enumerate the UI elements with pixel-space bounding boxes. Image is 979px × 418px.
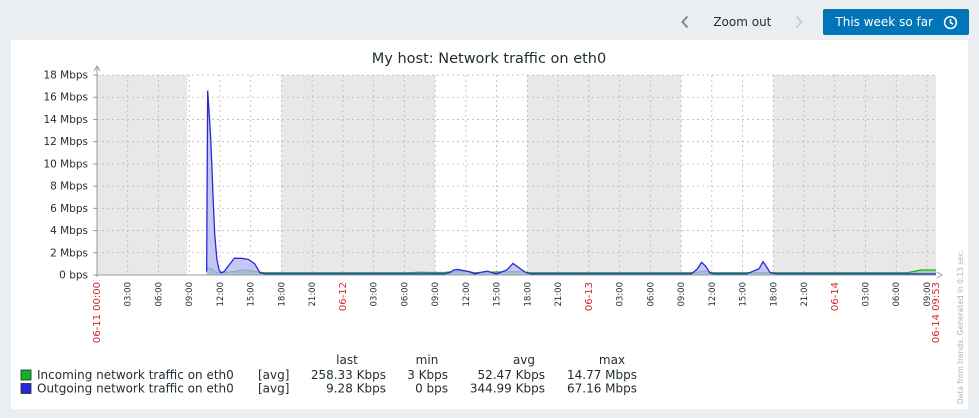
x-axis-labels: 06-11 00:00 03:00 06:00 09:00 12:00 15:00 18:0…: [92, 282, 942, 343]
x-tick-label: 21:00: [800, 282, 810, 307]
x-tick-label: 15:00: [247, 282, 257, 307]
previous-period-button[interactable]: [671, 9, 699, 35]
chevron-left-icon: [681, 15, 689, 29]
next-period-button[interactable]: [785, 9, 813, 35]
x-tick-label: 06-12: [338, 282, 349, 311]
network-traffic-graph[interactable]: My host: Network traffic on eth0 0 bps 2 …: [11, 40, 968, 409]
x-tick-label: 18:00: [769, 282, 779, 307]
legend-swatch: [20, 369, 32, 381]
x-tick-label: 18:00: [277, 282, 287, 307]
x-tick-label: 15:00: [493, 282, 503, 307]
x-tick-label: 12:00: [708, 282, 718, 307]
y-axis-labels: 0 bps 2 Mbps 4 Mbps 6 Mbps 8 Mbps 10 Mbps 12 M…: [43, 70, 88, 282]
x-tick-label: 06:00: [400, 282, 410, 307]
x-tick-label: 03:00: [616, 282, 626, 307]
legend-header: last: [336, 353, 358, 367]
time-toolbar: Zoom out This week so far: [671, 9, 969, 35]
chart-title: My host: Network traffic on eth0: [372, 51, 606, 67]
x-tick-label: 09:00: [677, 282, 687, 307]
axes: [93, 65, 943, 279]
x-tick-label: 03:00: [862, 282, 872, 307]
graph-panel: My host: Network traffic on eth0 0 bps 2 …: [11, 40, 968, 409]
night-bands: [97, 75, 936, 275]
time-period-label: This week so far: [835, 15, 933, 29]
night-band: [281, 75, 436, 275]
x-tick-label: 03:00: [124, 282, 134, 307]
x-tick-label: 09:00: [923, 282, 933, 307]
y-tick-label: 2 Mbps: [50, 247, 88, 259]
y-tick-label: 6 Mbps: [50, 203, 88, 215]
legend-header: avg: [513, 353, 535, 367]
x-tick-label: 18:00: [523, 282, 533, 307]
legend-value: 258.33 Kbps: [311, 368, 386, 382]
zoom-out-button[interactable]: Zoom out: [713, 15, 772, 29]
night-band: [527, 75, 682, 275]
legend-series-name: Outgoing network traffic on eth0: [37, 382, 234, 396]
x-tick-label: 09:00: [185, 282, 195, 307]
legend-function: [avg]: [258, 368, 289, 382]
legend-series-name: Incoming network traffic on eth0: [37, 368, 234, 382]
y-tick-label: 12 Mbps: [43, 136, 88, 148]
y-tick-label: 10 Mbps: [43, 158, 88, 170]
series-line: [205, 90, 936, 275]
legend: last min avg max Incoming network traffic on…: [20, 353, 637, 396]
x-tick-label: 06-14: [830, 282, 841, 311]
x-tick-label: 09:00: [431, 282, 441, 307]
night-band: [773, 75, 936, 275]
x-tick-label: 06-14 09:53: [931, 282, 942, 343]
time-period-button[interactable]: This week so far: [823, 9, 969, 35]
y-tick-label: 4 Mbps: [50, 225, 88, 237]
night-band: [97, 75, 188, 275]
legend-value: 52.47 Kbps: [477, 368, 545, 382]
legend-swatch: [20, 383, 32, 394]
x-tick-label: 15:00: [739, 282, 749, 307]
legend-function: [avg]: [258, 382, 289, 396]
legend-value: 67.16 Mbps: [567, 382, 637, 396]
series-layer: [205, 90, 936, 275]
chart-footnote: Data from trends. Generated in 0.13 sec.: [956, 250, 965, 404]
grid-lines: [97, 74, 936, 275]
y-tick-label: 14 Mbps: [43, 114, 88, 126]
legend-value: 0 bps: [415, 382, 448, 396]
legend-value: 9.28 Kbps: [326, 382, 386, 396]
legend-value: 344.99 Kbps: [470, 382, 545, 396]
legend-header: max: [599, 353, 625, 367]
x-tick-label: 06:00: [154, 282, 164, 307]
y-axis-arrow: [93, 65, 101, 72]
x-tick-label: 12:00: [462, 282, 472, 307]
y-tick-label: 0 bps: [59, 270, 88, 282]
legend-header: min: [416, 353, 439, 367]
x-tick-label: 12:00: [216, 282, 226, 307]
x-tick-label: 06:00: [892, 282, 902, 307]
y-tick-label: 18 Mbps: [43, 70, 88, 82]
legend-value: 14.77 Mbps: [567, 368, 637, 382]
x-tick-label: 06-11 00:00: [92, 282, 103, 343]
clock-icon: [943, 15, 958, 29]
x-tick-label: 06-13: [584, 282, 595, 311]
x-tick-label: 21:00: [554, 282, 564, 307]
y-tick-label: 16 Mbps: [43, 92, 88, 104]
x-tick-label: 21:00: [308, 282, 318, 307]
legend-value: 3 Kbps: [407, 368, 448, 382]
x-tick-label: 06:00: [646, 282, 656, 307]
chevron-right-icon: [796, 15, 804, 29]
y-tick-label: 8 Mbps: [50, 181, 88, 193]
x-tick-label: 03:00: [370, 282, 380, 307]
x-axis-arrow: [936, 271, 943, 279]
